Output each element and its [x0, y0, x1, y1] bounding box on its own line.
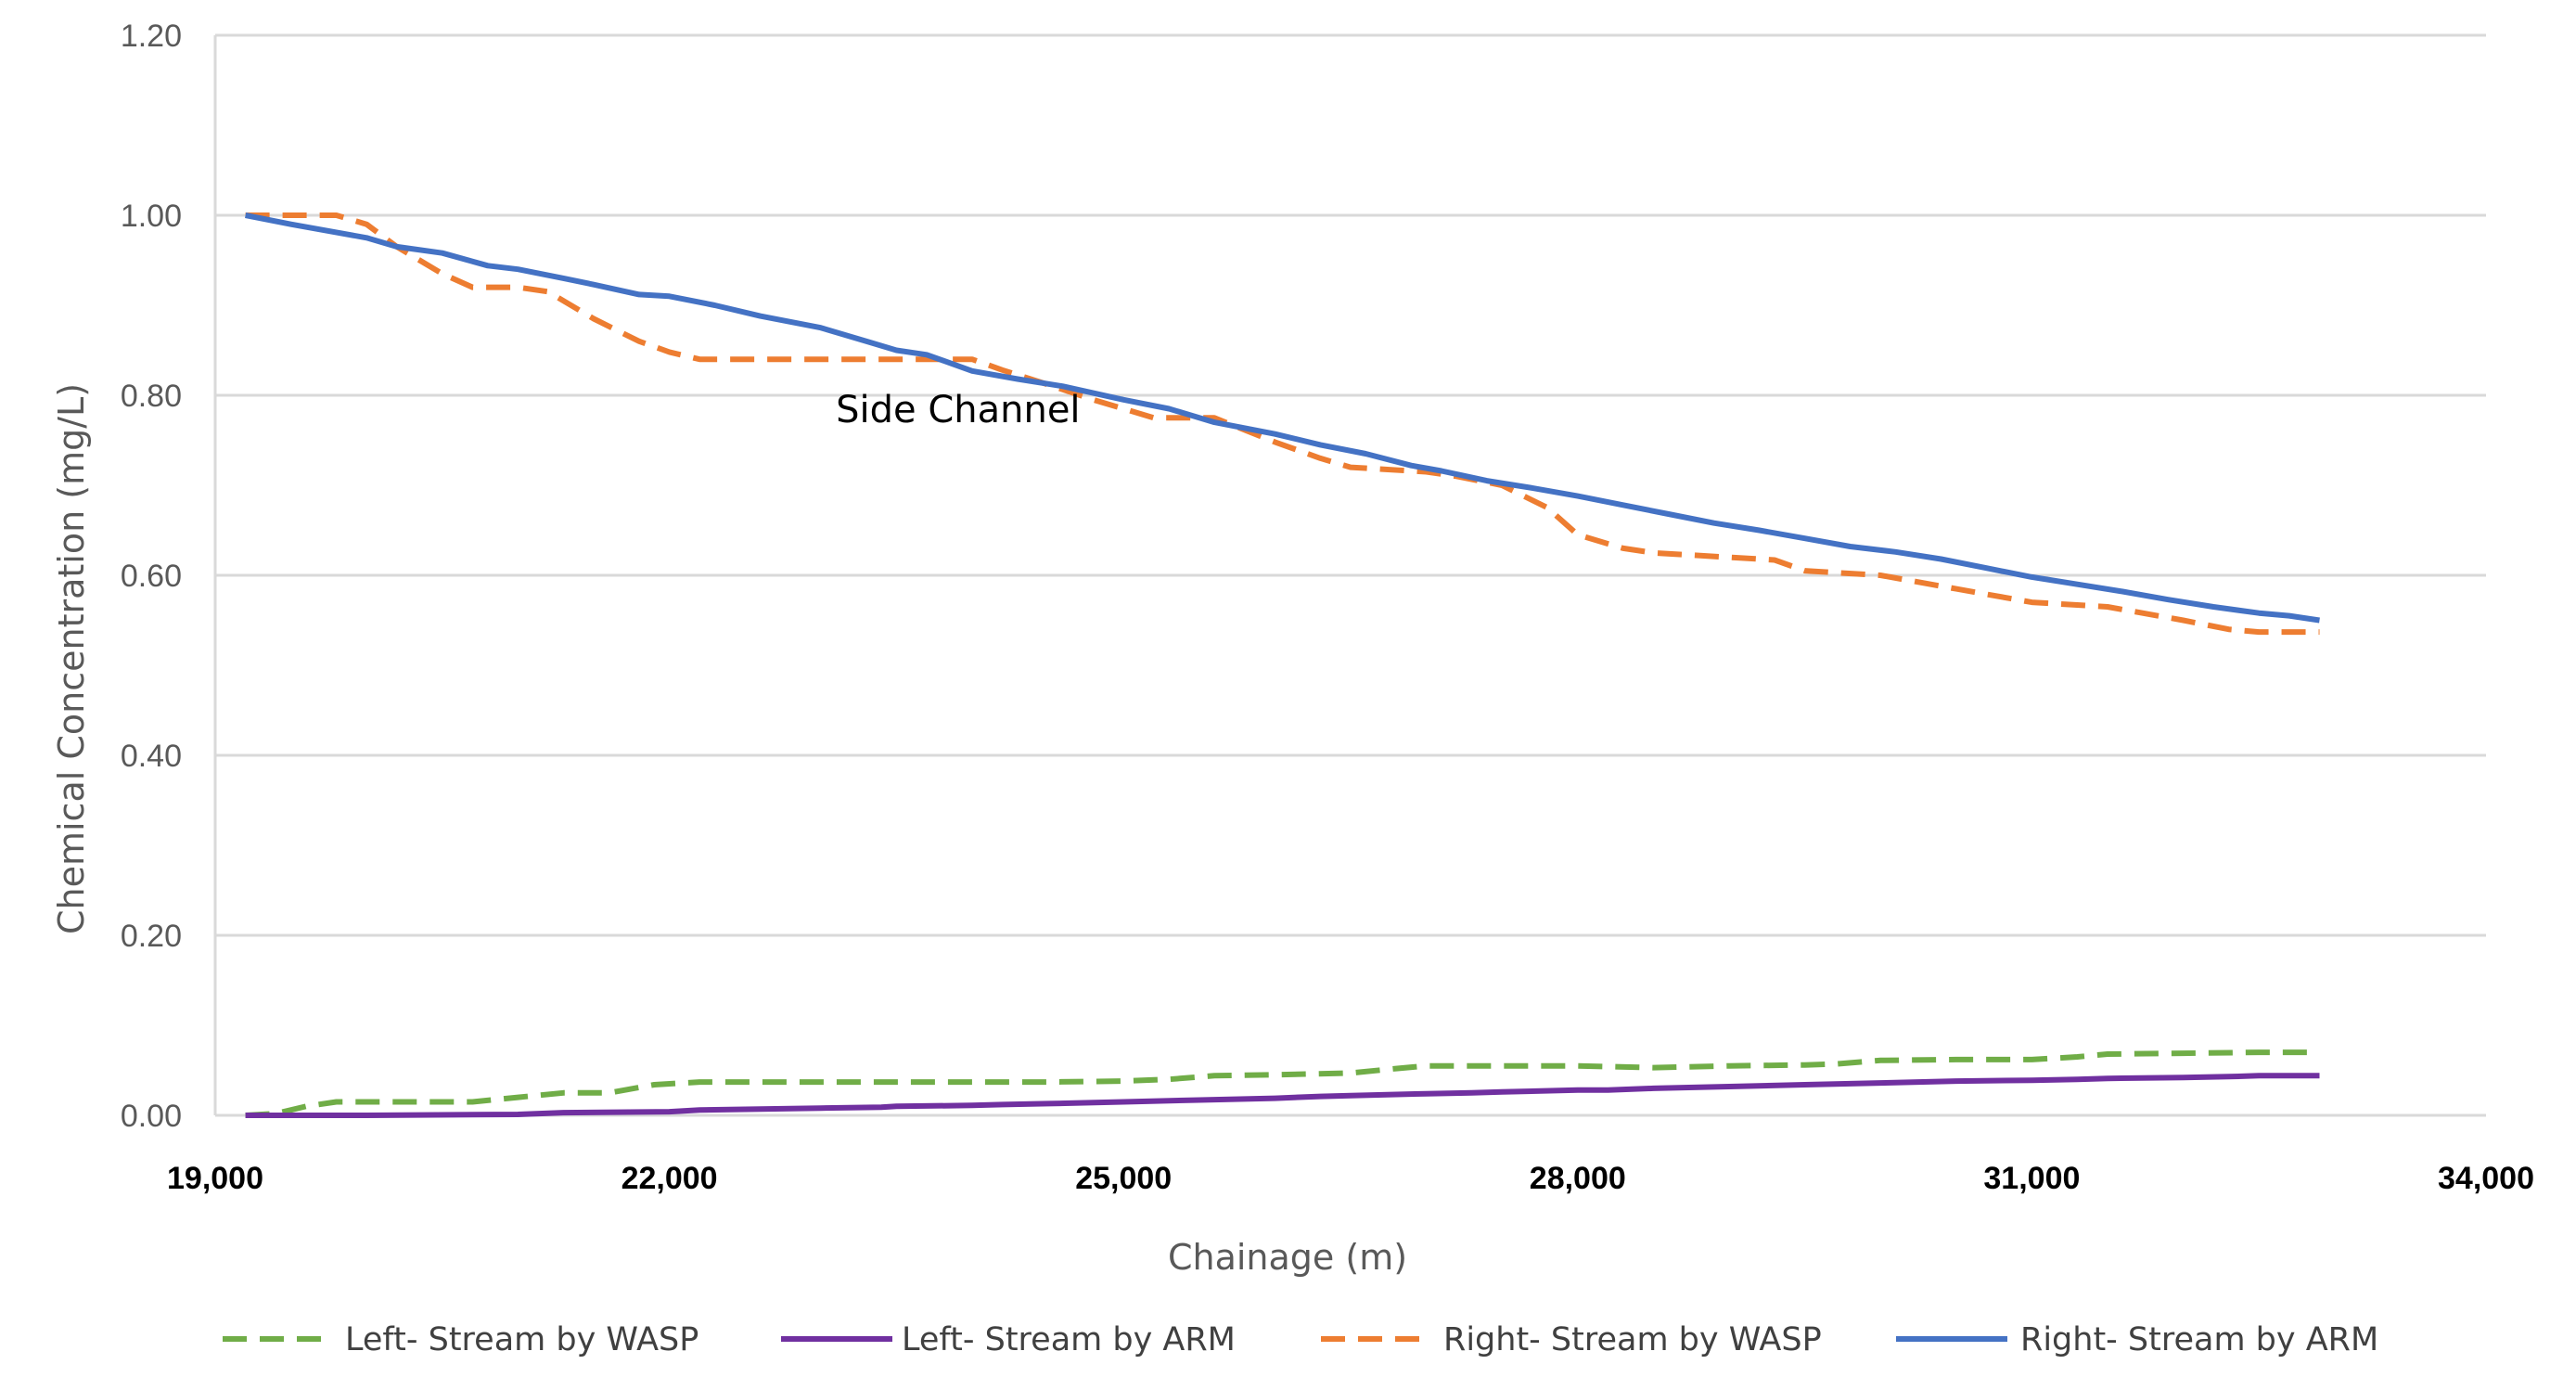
gridlines	[213, 33, 2486, 1117]
x-tick-label: 25,000	[1075, 1161, 1172, 1196]
y-axis-title: Chemical Concentration (mg/L)	[51, 383, 92, 934]
legend-label: Right- Stream by WASP	[1443, 1321, 1822, 1358]
y-tick-label: 0.80	[121, 379, 182, 414]
legend-label: Right- Stream by ARM	[2020, 1321, 2378, 1358]
x-tick-label: 22,000	[622, 1161, 718, 1196]
y-tick-label: 1.00	[121, 199, 182, 234]
series-line-right-stream-by-arm	[245, 212, 2320, 624]
x-axis-ticks: 19,000 22,000 25,000 28,000 31,000 34,000	[167, 1161, 2534, 1196]
x-tick-label: 19,000	[167, 1161, 263, 1196]
series-lines	[245, 212, 2320, 1118]
x-axis-title: Chainage (m)	[1168, 1237, 1407, 1278]
legend-label: Left- Stream by WASP	[345, 1321, 698, 1358]
y-tick-label: 0.40	[121, 739, 182, 774]
y-axis-ticks: 0.00 0.20 0.40 0.60 0.80 1.00 1.20	[121, 19, 182, 1134]
x-tick-label: 31,000	[1983, 1161, 2080, 1196]
series-line-left-stream-by-arm	[245, 1073, 2320, 1118]
series-line-right-stream-by-wasp	[245, 212, 2320, 636]
series-line-left-stream-by-wasp	[245, 1049, 2320, 1118]
legend-label: Left- Stream by ARM	[902, 1321, 1236, 1358]
y-tick-label: 0.60	[121, 559, 182, 594]
legend: Left- Stream by WASP Left- Stream by ARM R…	[223, 1321, 2378, 1358]
y-tick-label: 0.20	[121, 919, 182, 954]
y-tick-label: 0.00	[121, 1099, 182, 1134]
x-tick-label: 28,000	[1530, 1161, 1626, 1196]
side-channel-annotation: Side Channel	[836, 389, 1080, 431]
y-tick-label: 1.20	[121, 19, 182, 54]
x-tick-label: 34,000	[2438, 1161, 2534, 1196]
